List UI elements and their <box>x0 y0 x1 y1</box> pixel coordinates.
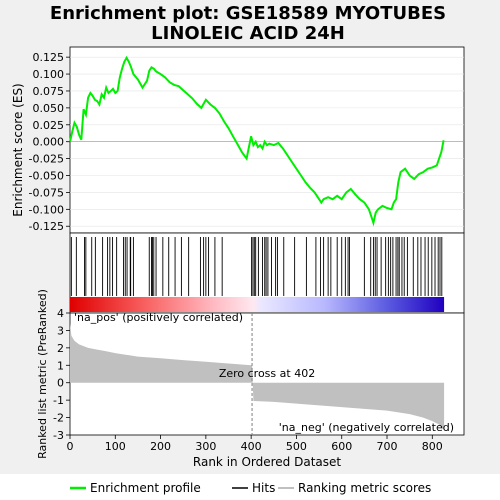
rank-y-tick-label: 0 <box>57 377 64 390</box>
rank-y-ticks: -3 -2 -1 0 1 2 3 4 <box>53 307 70 442</box>
legend-label-enrichment: Enrichment profile <box>90 481 201 495</box>
es-y-tick-label: 0.000 <box>33 136 65 149</box>
es-y-tick-label: 0.050 <box>33 102 65 115</box>
x-tick-label: 500 <box>286 440 307 453</box>
rank-y-tick-label: -3 <box>53 429 64 442</box>
es-y-tick-label: 0.100 <box>33 68 65 81</box>
rank-y-tick-label: 1 <box>57 359 64 372</box>
ranking-metric-area <box>70 323 445 430</box>
es-panel-frame <box>69 46 465 234</box>
rank-y-tick-label: -2 <box>53 412 64 425</box>
legend-label-ranking: Ranking metric scores <box>298 481 431 495</box>
es-y-tick-label: 0.125 <box>33 51 65 64</box>
pos-label: 'na_pos' (positively correlated) <box>74 311 243 324</box>
es-y-tick-label: -0.100 <box>29 203 64 216</box>
es-y-tick-label: 0.025 <box>33 119 65 132</box>
es-y-tick-label: -0.025 <box>29 153 64 166</box>
x-tick-label: 100 <box>105 440 126 453</box>
x-axis-label: Rank in Ordered Dataset <box>193 455 341 469</box>
x-tick-label: 300 <box>195 440 216 453</box>
rank-color-band <box>70 297 445 312</box>
es-y-tick-label: -0.050 <box>29 170 64 183</box>
x-tick-label: 600 <box>331 440 352 453</box>
chart-title-line-1: Enrichment plot: GSE18589 MYOTUBES <box>50 3 446 24</box>
rank-y-tick-label: 4 <box>57 307 64 320</box>
es-ylabel: Enrichment score (ES) <box>11 83 25 216</box>
rank-ylabel: Ranked list metric (PreRanked) <box>36 289 49 459</box>
es-y-tick-label: 0.075 <box>33 85 65 98</box>
x-tick-label: 800 <box>422 440 443 453</box>
legend-label-hits: Hits <box>252 481 275 495</box>
x-tick-label: 0 <box>67 440 74 453</box>
x-ticks: 0 100 200 300 400 500 600 700 800 <box>67 435 443 453</box>
hit-marks <box>70 237 443 296</box>
zero-cross-label: Zero cross at 402 <box>219 367 315 380</box>
rank-y-tick-label: 3 <box>57 324 64 337</box>
x-tick-label: 400 <box>241 440 262 453</box>
chart-title-line-2: LINOLEIC ACID 24H <box>151 23 345 44</box>
enrichment-profile-line <box>69 55 445 227</box>
es-y-tick-label: -0.125 <box>29 220 64 233</box>
x-tick-label: 700 <box>377 440 398 453</box>
x-tick-label: 200 <box>150 440 171 453</box>
rank-y-tick-label: -1 <box>53 394 64 407</box>
es-y-ticks: -0.125 -0.100 -0.075 -0.050 -0.025 0.000 0.025… <box>29 51 70 233</box>
es-y-tick-label: -0.075 <box>29 186 64 199</box>
neg-label: 'na_neg' (negatively correlated) <box>279 421 454 434</box>
rank-y-tick-label: 2 <box>57 342 64 355</box>
